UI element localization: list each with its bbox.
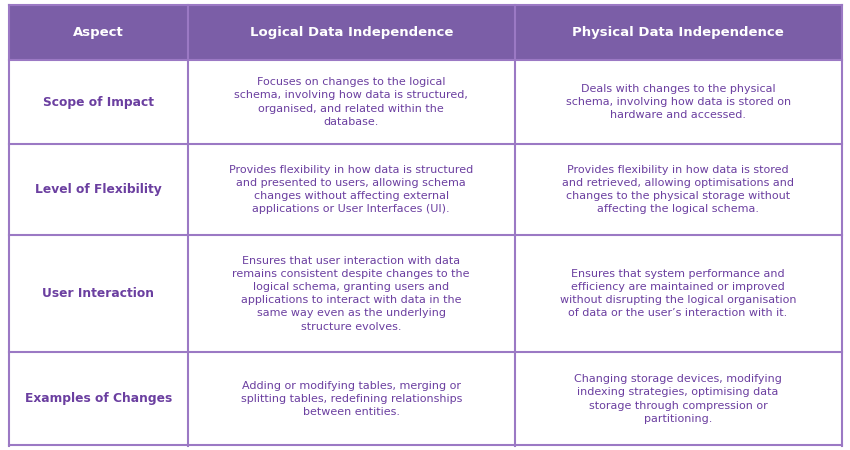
Bar — [188, 144, 514, 235]
Text: Adding or modifying tables, merging or
splitting tables, redefining relationship: Adding or modifying tables, merging or s… — [241, 381, 462, 417]
Text: Changing storage devices, modifying
indexing strategies, optimising data
storage: Changing storage devices, modifying inde… — [574, 374, 782, 424]
Text: Level of Flexibility: Level of Flexibility — [35, 183, 162, 196]
Text: Deals with changes to the physical
schema, involving how data is stored on
hardw: Deals with changes to the physical schem… — [565, 84, 790, 120]
Text: Examples of Changes: Examples of Changes — [25, 392, 172, 405]
Bar — [514, 144, 842, 235]
Text: Provides flexibility in how data is structured
and presented to users, allowing : Provides flexibility in how data is stru… — [230, 165, 473, 214]
Bar — [188, 60, 514, 144]
Bar — [8, 144, 188, 235]
Text: Ensures that system performance and
efficiency are maintained or improved
withou: Ensures that system performance and effi… — [560, 269, 796, 319]
Text: Logical Data Independence: Logical Data Independence — [250, 26, 453, 39]
Text: User Interaction: User Interaction — [42, 287, 154, 300]
Bar — [514, 4, 842, 60]
Bar — [514, 352, 842, 446]
Bar — [188, 4, 514, 60]
Text: Aspect: Aspect — [73, 26, 123, 39]
Text: Physical Data Independence: Physical Data Independence — [572, 26, 784, 39]
Bar — [188, 352, 514, 446]
Bar — [8, 352, 188, 446]
Bar — [514, 235, 842, 352]
Bar — [8, 4, 188, 60]
Text: Ensures that user interaction with data
remains consistent despite changes to th: Ensures that user interaction with data … — [232, 256, 470, 332]
Bar — [514, 60, 842, 144]
Bar — [8, 235, 188, 352]
Bar — [8, 60, 188, 144]
Text: Scope of Impact: Scope of Impact — [42, 95, 154, 108]
Text: Provides flexibility in how data is stored
and retrieved, allowing optimisations: Provides flexibility in how data is stor… — [562, 165, 794, 214]
Text: Focuses on changes to the logical
schema, involving how data is structured,
orga: Focuses on changes to the logical schema… — [235, 77, 468, 127]
Bar — [188, 235, 514, 352]
